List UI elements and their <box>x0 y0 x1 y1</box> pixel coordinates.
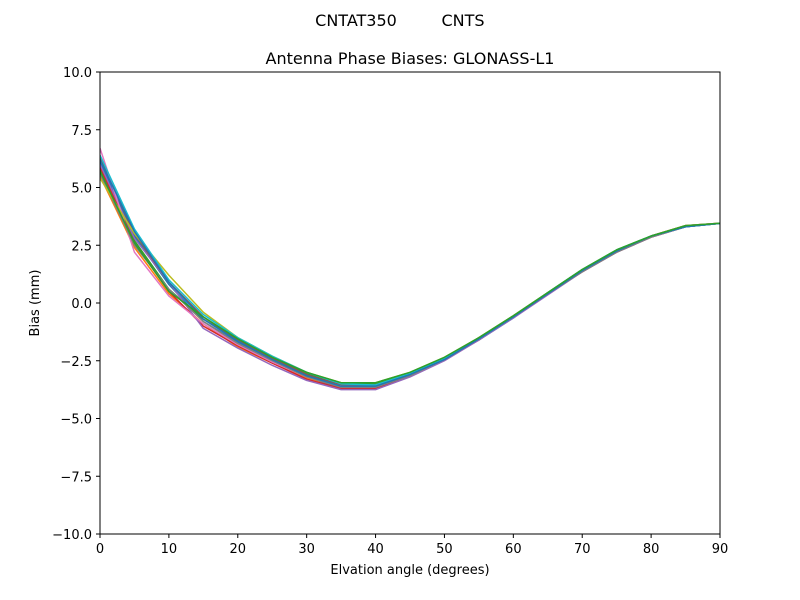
x-tick-label: 70 <box>574 542 591 557</box>
y-tick-label: −2.5 <box>60 355 92 370</box>
x-tick-label: 50 <box>436 542 453 557</box>
x-tick-label: 20 <box>230 542 247 557</box>
y-tick-label: −10.0 <box>52 528 92 543</box>
x-tick-label: 90 <box>712 542 729 557</box>
x-axis-label: Elvation angle (degrees) <box>330 563 489 578</box>
series-line-12 <box>100 171 720 384</box>
series-line-11 <box>100 159 720 387</box>
y-tick-label: 10.0 <box>63 66 92 81</box>
plot-area: 0 10 20 30 40 50 60 70 80 90 10.0 7.5 5.0 2.5 0.0 −2.5 −… <box>52 66 728 557</box>
x-tick-label: 40 <box>367 542 384 557</box>
y-tick-label: 2.5 <box>71 239 92 254</box>
y-tick-label: −7.5 <box>60 470 92 485</box>
y-axis-label: Bias (mm) <box>28 270 43 337</box>
x-tick-label: 0 <box>96 542 104 557</box>
series-line-8 <box>100 173 720 389</box>
chart-title: Antenna Phase Biases: GLONASS-L1 <box>266 49 555 68</box>
y-tick-label: −5.0 <box>60 413 92 428</box>
x-tick-label: 60 <box>505 542 522 557</box>
y-tick-label: 5.0 <box>71 182 92 197</box>
x-tick-label: 30 <box>298 542 315 557</box>
x-tick-label: 80 <box>643 542 660 557</box>
x-tick-label: 10 <box>161 542 178 557</box>
y-tick-label: 7.5 <box>71 124 92 139</box>
y-tick-label: 0.0 <box>71 297 92 312</box>
series-lines <box>100 147 720 391</box>
suptitle-radome: CNTS <box>441 11 484 30</box>
suptitle-antenna: CNTAT350 <box>315 11 397 30</box>
